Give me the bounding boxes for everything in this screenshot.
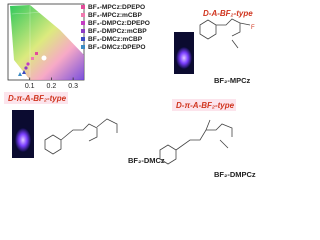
- legend-marker: [81, 37, 85, 41]
- vial-glow: [176, 47, 192, 69]
- legend-label: BF₂-DMCz:mCBP: [88, 36, 143, 43]
- vial-glow: [15, 128, 31, 152]
- cie-point: [24, 66, 28, 70]
- legend-marker: [81, 13, 85, 17]
- type-box: [4, 92, 68, 104]
- x-tick-label: 0.1: [25, 83, 35, 90]
- x-tick-label: 0.3: [68, 83, 78, 90]
- legend-label: BF₂-DMCz:DPEPO: [88, 44, 146, 51]
- cie-panel: 0.1 0.2 0.3: [7, 3, 85, 90]
- molecule-type: D-π-A-BF₂-type: [176, 101, 235, 110]
- cie-point: [26, 62, 30, 66]
- molecule-type: D-A-BF₂-type: [203, 9, 253, 18]
- color-gamut: [10, 5, 84, 80]
- cie-point: [22, 70, 26, 74]
- legend-marker: [81, 5, 85, 9]
- legend-label: BF₂-MPCz:mCBP: [88, 12, 142, 19]
- structure: [159, 119, 233, 165]
- legend-marker: [81, 29, 85, 33]
- structure-atom: F: [251, 25, 255, 31]
- type-box: [172, 99, 236, 111]
- cie-point: [35, 52, 38, 55]
- x-tick-label: 0.2: [47, 83, 57, 90]
- graphical-abstract: 0.1 0.2 0.3 BF₂-MPCz:DPEPOBF₂-MPCz:mCBPBF₂…: [4, 3, 256, 179]
- cie-point: [18, 72, 22, 76]
- structure: [44, 118, 118, 155]
- legend-label: BF₂-MPCz:DPEPO: [88, 4, 145, 11]
- structure: [199, 18, 251, 49]
- molecule-type: D-π-A-BF₂-type: [8, 94, 67, 103]
- white-point: [41, 55, 47, 61]
- legend-marker: [81, 21, 85, 25]
- legend-label: BF₂-DMPCz:mCBP: [88, 28, 147, 35]
- legend-label: BF₂-DMPCz:DPEPO: [88, 20, 150, 27]
- molecule-name: BF₂-DMCz: [128, 156, 165, 165]
- legend-marker: [81, 45, 85, 49]
- molecule-name: BF₂-DMPCz: [214, 170, 256, 179]
- cie-point: [31, 57, 34, 60]
- plot-guide: [11, 5, 85, 80]
- molecule-name: BF₂-MPCz: [214, 76, 250, 85]
